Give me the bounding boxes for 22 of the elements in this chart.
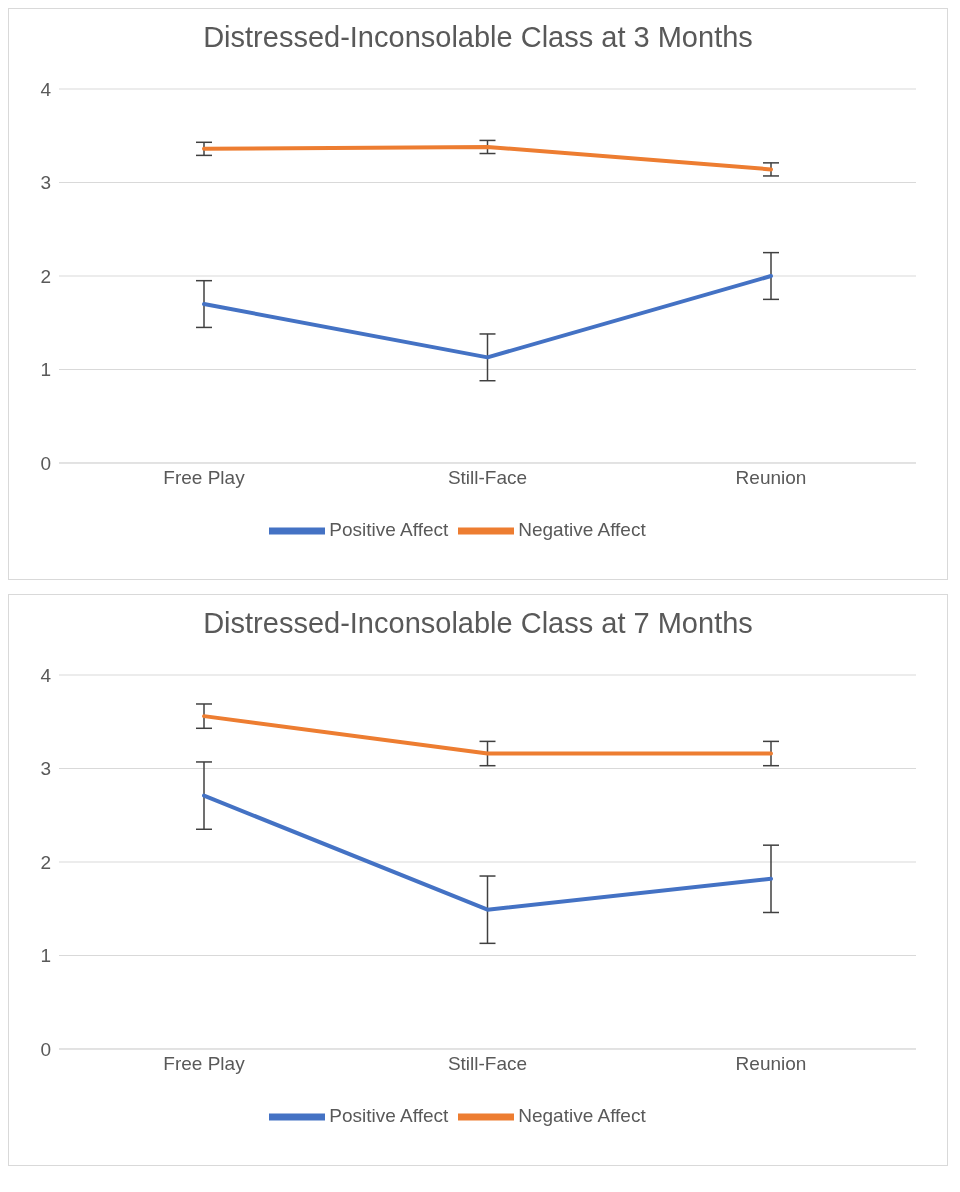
y-tick-label: 2	[40, 265, 51, 287]
y-tick-label: 1	[40, 945, 51, 967]
y-tick-label: 4	[40, 664, 52, 686]
x-tick-label: Still-Face	[447, 467, 528, 489]
legend-label: Negative Affect	[518, 519, 646, 541]
y-tick-label: 1	[40, 359, 51, 381]
y-tick-label: 0	[40, 452, 51, 474]
y-tick-label: 3	[40, 758, 51, 780]
y-tick-label: 4	[40, 78, 52, 100]
legend-label: Positive Affect	[329, 1105, 449, 1127]
x-tick-label: Free Play	[163, 1053, 246, 1075]
x-tick-label: Still-Face	[447, 1053, 528, 1075]
chart-title: Distressed-Inconsolable Class at 3 Months	[202, 20, 754, 55]
legend-label: Negative Affect	[518, 1105, 646, 1127]
x-tick-label: Reunion	[735, 1053, 807, 1075]
y-tick-label: 3	[40, 172, 51, 194]
y-tick-label: 0	[40, 1038, 51, 1060]
x-tick-label: Free Play	[163, 467, 246, 489]
chart-title: Distressed-Inconsolable Class at 7 Months	[202, 606, 754, 641]
legend-label: Positive Affect	[329, 519, 449, 541]
y-tick-label: 2	[40, 851, 51, 873]
x-tick-label: Reunion	[735, 467, 807, 489]
